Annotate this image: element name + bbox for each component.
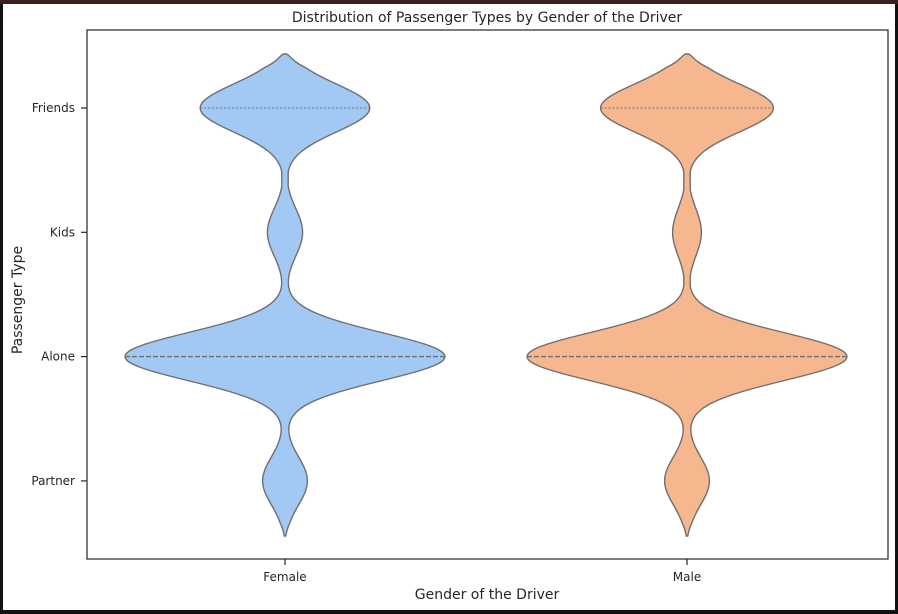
- x-axis: Female Male: [263, 559, 701, 584]
- y-tick-label: Friends: [32, 101, 75, 115]
- y-tick-label: Partner: [31, 474, 75, 488]
- y-tick-label: Kids: [50, 225, 75, 239]
- y-axis: Friends Kids Alone Partner: [31, 101, 87, 488]
- window-top-strip: [0, 0, 898, 4]
- violin-male: [526, 53, 848, 537]
- x-tick-label: Female: [263, 570, 306, 584]
- violin-female: [124, 53, 446, 537]
- plot-area-frame: [86, 29, 889, 560]
- y-tick-label: Alone: [41, 350, 75, 364]
- chart-title: Distribution of Passenger Types by Gende…: [292, 10, 683, 26]
- violin-group: [124, 53, 848, 537]
- x-tick-label: Male: [673, 570, 701, 584]
- violin-chart: Distribution of Passenger Types by Gende…: [10, 10, 889, 603]
- figure-canvas: Distribution of Passenger Types by Gende…: [3, 4, 895, 610]
- y-axis-label: Passenger Type: [10, 246, 26, 354]
- x-axis-label: Gender of the Driver: [415, 587, 560, 603]
